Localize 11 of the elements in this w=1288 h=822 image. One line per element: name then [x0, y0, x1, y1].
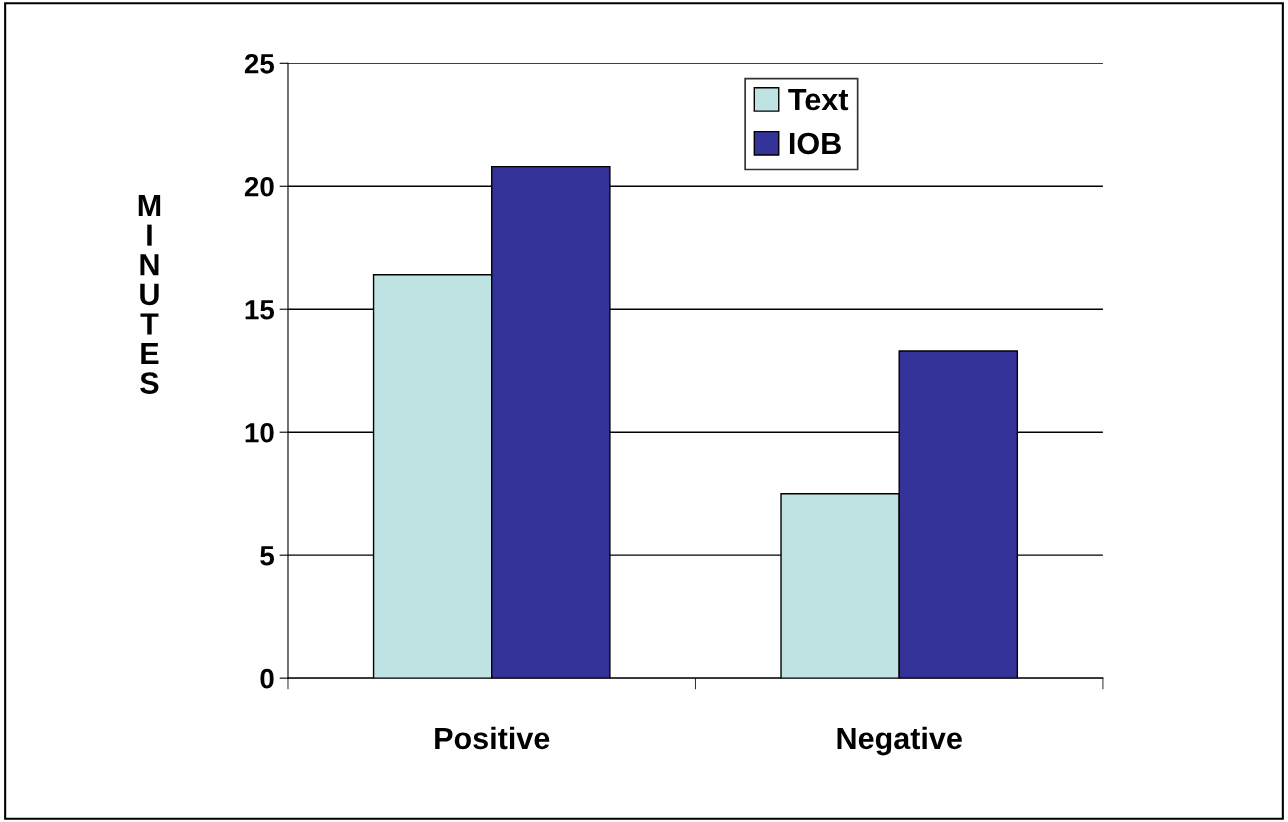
- y-tick-label: 25: [244, 53, 275, 74]
- y-tick-label: 10: [245, 422, 274, 443]
- y-tick-label: 20: [244, 176, 274, 197]
- y-tick-label: 5: [260, 546, 275, 566]
- legend-label: Text: [788, 89, 849, 111]
- y-tick-label: 15: [245, 300, 275, 320]
- x-tick-label: Negative: [837, 726, 962, 756]
- y-axis-title: MINUTES: [138, 195, 161, 394]
- x-tick-label: Positive: [435, 726, 550, 750]
- y-tick-label: 0: [260, 668, 274, 689]
- legend-label: IOB: [789, 132, 841, 155]
